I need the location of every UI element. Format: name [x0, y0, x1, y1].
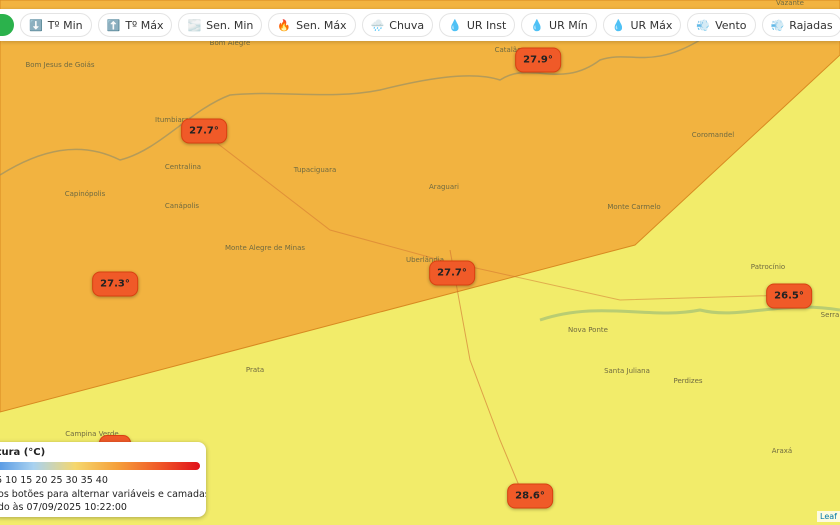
place-label: Coromandel — [691, 131, 735, 139]
variable-label: Sen. Máx — [296, 18, 347, 32]
place-label: Capinópolis — [64, 190, 106, 198]
road — [449, 249, 526, 501]
place-label: Serra — [820, 311, 840, 319]
place-label: Prata — [245, 366, 265, 374]
place-label: Patrocínio — [750, 263, 786, 271]
variable-label: Tº Min — [47, 18, 83, 32]
home-button[interactable] — [0, 14, 14, 36]
legend-updated: ado às 07/09/2025 10:22:00 — [0, 502, 127, 513]
place-label: Itumbiara — [155, 116, 189, 124]
place-label: Monte Alegre de Minas — [224, 244, 306, 252]
variable-icon: 💧 — [448, 18, 462, 32]
temperature-marker[interactable]: 27.3° — [92, 271, 138, 297]
variable-icon: ⬇️ — [29, 18, 43, 32]
variable-button-ur-inst[interactable]: 💧 UR Inst — [439, 13, 516, 37]
place-label: Centralina — [164, 163, 202, 171]
temperature-marker[interactable]: 26.5° — [766, 283, 812, 309]
place-label: Uberlândia — [405, 256, 445, 264]
place-label: Monte Carmelo — [607, 203, 661, 211]
place-label: Araguari — [429, 183, 459, 191]
variable-label: Vento — [715, 18, 747, 32]
variable-icon: 🔥 — [277, 18, 292, 32]
place-label: Santa Juliana — [604, 367, 650, 375]
place-label: Tupaciguara — [293, 166, 337, 174]
place-label: Campina Verde — [65, 430, 119, 438]
variable-label: Tº Máx — [125, 18, 164, 32]
legend-hint: nos botões para alternar variáveis e cam… — [0, 489, 206, 500]
variable-button-sen-min[interactable]: 🌫️ Sen. Min — [178, 13, 263, 37]
place-label: Canápolis — [164, 202, 200, 210]
variable-button-ur-m-x[interactable]: 💧 UR Máx — [602, 13, 682, 37]
variable-label: Sen. Min — [206, 18, 254, 32]
variable-button-ur-m-n[interactable]: 💧 UR Mín — [521, 13, 597, 37]
place-label: Bom Jesus de Goiás — [25, 61, 95, 69]
temperature-zone-hot — [0, 0, 840, 413]
legend-panel: ratura (°C) 0 5 10 15 20 25 30 35 40 nos… — [0, 442, 206, 517]
variable-label: UR Máx — [630, 18, 673, 32]
variable-icon: 💨 — [696, 18, 711, 32]
place-label: Nova Ponte — [568, 326, 608, 334]
variable-button-sen-m-x[interactable]: 🔥 Sen. Máx — [268, 13, 356, 37]
variable-toolbar: ⬇️ Tº Min ⬆️ Tº Máx 🌫️ Sen. Min 🔥 Sen. Máx 🌧️ Chu… — [0, 9, 840, 41]
place-label: Catalão — [494, 46, 522, 54]
leaflet-attribution[interactable]: Leaf — [817, 511, 840, 522]
variable-icon: ⬆️ — [106, 18, 121, 32]
river — [0, 39, 701, 176]
variable-label: UR Mín — [549, 18, 588, 32]
temperature-marker[interactable]: 28.6° — [507, 483, 553, 509]
variable-icon: 🌧️ — [370, 18, 385, 32]
road — [199, 129, 791, 301]
place-label: Vazante — [776, 0, 804, 7]
place-label: Perdizes — [673, 377, 703, 385]
legend-color-scale — [0, 462, 200, 470]
variable-label: UR Inst — [466, 18, 507, 32]
variable-label: Rajadas — [789, 18, 833, 32]
variable-button-rajadas[interactable]: 💨 Rajadas — [761, 13, 840, 37]
legend-scale-labels: 0 5 10 15 20 25 30 35 40 — [0, 475, 108, 486]
variable-label: Chuva — [389, 18, 425, 32]
place-label: Bom Alegre — [209, 39, 251, 47]
legend-title: ratura (°C) — [0, 447, 46, 458]
variable-icon: 💧 — [611, 18, 626, 32]
place-label: Araxá — [771, 447, 793, 455]
variable-button-t-m-x[interactable]: ⬆️ Tº Máx — [97, 13, 173, 37]
temperature-marker[interactable]: 27.7° — [429, 260, 475, 286]
variable-button-vento[interactable]: 💨 Vento — [687, 13, 756, 37]
temperature-marker[interactable]: 27.9° — [515, 47, 561, 73]
variable-button-t-min[interactable]: ⬇️ Tº Min — [20, 13, 92, 37]
variable-button-chuva[interactable]: 🌧️ Chuva — [361, 13, 434, 37]
variable-icon: 🌫️ — [187, 18, 202, 32]
variable-icon: 💧 — [530, 18, 545, 32]
variable-icon: 💨 — [770, 18, 785, 32]
temperature-marker[interactable]: 27.7° — [181, 118, 227, 144]
